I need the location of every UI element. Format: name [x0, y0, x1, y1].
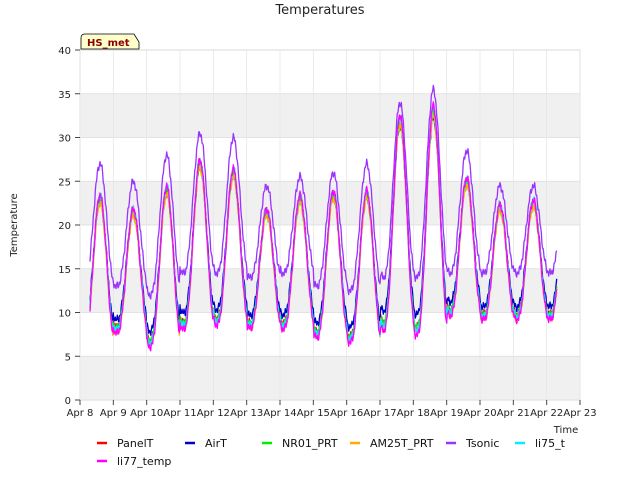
x-tick-label: Apr 12	[197, 408, 230, 419]
x-tick-label: Apr 13	[230, 408, 263, 419]
legend-label: NR01_PRT	[282, 437, 338, 450]
x-tick-label: Apr 19	[430, 408, 463, 419]
y-tick-label: 35	[58, 90, 71, 101]
y-tick-label: 15	[58, 265, 71, 276]
x-tick-label: Apr 11	[163, 408, 196, 419]
y-axis-label: Temperature	[9, 193, 20, 257]
y-tick-label: 30	[58, 134, 71, 145]
badge-label: HS_met	[87, 38, 130, 49]
band	[80, 93, 580, 138]
y-tick-label: 40	[58, 46, 71, 57]
y-tick-label: 20	[58, 221, 71, 232]
x-tick-label: Apr 20	[463, 408, 496, 419]
x-tick-label: Apr 18	[397, 408, 430, 419]
legend-label: AM25T_PRT	[370, 437, 434, 450]
x-tick-label: Apr 8	[67, 408, 94, 419]
y-tick-label: 0	[65, 396, 71, 407]
legend-label: Tsonic	[465, 437, 499, 450]
band	[80, 356, 580, 400]
band	[80, 268, 580, 313]
x-tick-label: Apr 16	[330, 408, 363, 419]
y-tick-label: 10	[58, 309, 71, 320]
series-lines	[89, 84, 558, 352]
legend-label: AirT	[205, 437, 227, 450]
x-tick-label: Apr 14	[263, 408, 296, 419]
legend-label: li75_t	[535, 437, 566, 450]
station-badge: HS_met	[80, 33, 140, 50]
x-tick-label: Apr 22	[530, 408, 563, 419]
y-tick-label: 5	[65, 352, 71, 363]
x-tick-label: Apr 9	[100, 408, 127, 419]
badge-box	[80, 33, 140, 50]
x-tick-label: Apr 10	[130, 408, 163, 419]
y-tick-label: 25	[58, 177, 71, 188]
x-tick-label: Apr 23	[563, 408, 596, 419]
legend-label: PanelT	[117, 437, 154, 450]
x-tick-label: Apr 15	[297, 408, 330, 419]
x-axis-label: Time	[553, 425, 578, 436]
x-tick-label: Apr 21	[497, 408, 530, 419]
series-line-tsonic	[89, 84, 558, 300]
x-axis-ticks: Apr 8 Apr 9 Apr 10 Apr 11 Apr 12 Apr 13 Apr 14…	[67, 400, 597, 419]
chart-title: Temperatures	[274, 3, 364, 18]
legend-label: li77_temp	[117, 455, 171, 468]
legend: PanelT AirT NR01_PRT AM25T_PRT Tsonic li75_tl…	[97, 437, 566, 468]
x-tick-label: Apr 17	[363, 408, 396, 419]
y-axis-ticks: 0 5 10 15 20 25 30 35 40	[58, 46, 80, 407]
series-line-li77_temp	[89, 101, 558, 352]
